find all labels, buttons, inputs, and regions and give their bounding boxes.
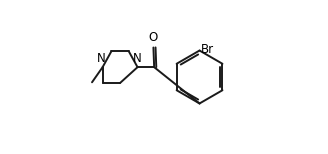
Text: N: N (133, 52, 141, 65)
Text: O: O (149, 31, 158, 45)
Text: Br: Br (201, 43, 214, 56)
Text: N: N (97, 52, 106, 65)
